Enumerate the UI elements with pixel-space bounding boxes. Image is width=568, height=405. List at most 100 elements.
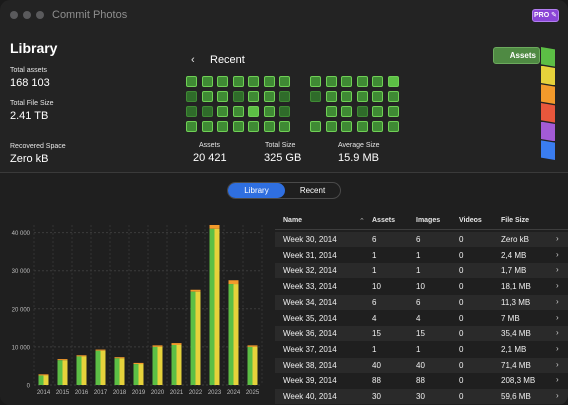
column-header-assets[interactable]: Assets — [372, 217, 395, 224]
activity-cell[interactable] — [232, 76, 244, 87]
assets-tab[interactable]: Assets — [493, 47, 540, 64]
activity-cell[interactable] — [387, 121, 399, 132]
bar-cap-2024[interactable] — [228, 280, 239, 285]
activity-cell[interactable] — [310, 76, 321, 87]
activity-cell[interactable] — [325, 106, 337, 117]
activity-cell[interactable] — [310, 91, 321, 102]
table-row[interactable]: Week 38, 2014 40 40 0 71,4 MB › — [275, 357, 568, 373]
activity-cell[interactable] — [372, 106, 383, 117]
activity-cell[interactable] — [248, 91, 259, 102]
activity-cell[interactable] — [186, 121, 197, 132]
bar-yellow-2023[interactable] — [214, 228, 220, 385]
activity-cell[interactable] — [217, 76, 228, 87]
column-header-videos[interactable]: Videos — [459, 217, 482, 224]
bar-green-2016[interactable] — [76, 356, 82, 385]
chevron-right-icon[interactable]: › — [556, 359, 559, 369]
activity-cell[interactable] — [248, 121, 259, 132]
activity-cell[interactable] — [325, 121, 337, 132]
bar-yellow-2019[interactable] — [138, 364, 144, 385]
chevron-right-icon[interactable]: › — [556, 391, 559, 400]
chevron-up-icon[interactable]: ⌃ — [359, 218, 365, 225]
activity-cell[interactable] — [232, 91, 244, 102]
activity-cell[interactable] — [201, 91, 213, 102]
activity-cell[interactable] — [341, 121, 352, 132]
table-row[interactable]: Week 40, 2014 30 30 0 59,6 MB › — [275, 389, 568, 404]
bar-yellow-2014[interactable] — [43, 375, 49, 385]
table-row[interactable]: Week 30, 2014 6 6 0 Zero kB › — [275, 232, 568, 247]
activity-cell[interactable] — [232, 121, 244, 132]
activity-cell[interactable] — [186, 106, 197, 117]
bar-green-2023[interactable] — [209, 228, 215, 385]
activity-cell[interactable] — [201, 121, 213, 132]
activity-cell[interactable] — [263, 106, 275, 117]
table-row[interactable]: Week 35, 2014 4 4 0 7 MB › — [275, 311, 568, 326]
activity-cell[interactable] — [279, 91, 290, 102]
activity-cell[interactable] — [263, 76, 275, 87]
category-strip-segment[interactable] — [541, 140, 555, 160]
bar-yellow-2024[interactable] — [233, 284, 239, 385]
bar-green-2019[interactable] — [133, 364, 139, 385]
activity-cell[interactable] — [325, 91, 337, 102]
activity-cell[interactable] — [372, 121, 383, 132]
pro-badge[interactable]: PRO ✎ — [532, 9, 559, 22]
table-row[interactable]: Week 39, 2014 88 88 0 208,3 MB › — [275, 373, 568, 388]
activity-cell[interactable] — [372, 91, 383, 102]
activity-cell[interactable] — [387, 91, 399, 102]
bar-cap-2025[interactable] — [247, 345, 258, 347]
bar-green-2017[interactable] — [95, 350, 101, 385]
bar-yellow-2025[interactable] — [252, 346, 258, 385]
bar-cap-2018[interactable] — [114, 357, 125, 359]
table-row[interactable]: Week 36, 2014 15 15 0 35,4 MB › — [275, 326, 568, 342]
table-row[interactable]: Week 37, 2014 1 1 0 2,1 MB › — [275, 342, 568, 357]
zoom-window-button[interactable] — [36, 11, 44, 19]
bar-yellow-2021[interactable] — [176, 345, 182, 385]
activity-cell[interactable] — [341, 76, 352, 87]
minimize-window-button[interactable] — [23, 11, 31, 19]
activity-cell[interactable] — [387, 106, 399, 117]
activity-cell[interactable] — [217, 91, 228, 102]
bar-green-2025[interactable] — [247, 346, 253, 385]
bar-green-2018[interactable] — [114, 358, 120, 385]
bar-cap-2016[interactable] — [76, 355, 87, 357]
activity-cell[interactable] — [279, 106, 290, 117]
close-window-button[interactable] — [10, 11, 18, 19]
activity-cell[interactable] — [356, 76, 368, 87]
chevron-right-icon[interactable]: › — [556, 234, 559, 243]
chevron-right-icon[interactable]: › — [556, 265, 559, 275]
view-segmented-control[interactable]: Library Recent — [227, 182, 341, 199]
bar-green-2024[interactable] — [228, 284, 234, 385]
chevron-right-icon[interactable]: › — [556, 375, 559, 385]
activity-cell[interactable] — [217, 106, 228, 117]
bar-yellow-2022[interactable] — [195, 291, 201, 385]
activity-cell[interactable] — [232, 106, 244, 117]
chevron-right-icon[interactable]: › — [556, 296, 559, 306]
category-strip-segment[interactable] — [541, 84, 555, 104]
chevron-left-icon[interactable]: ‹ — [191, 54, 195, 66]
activity-cell[interactable] — [356, 121, 368, 132]
bar-cap-2017[interactable] — [95, 349, 106, 351]
category-strip-segment[interactable] — [541, 65, 555, 86]
bar-green-2014[interactable] — [38, 375, 44, 385]
activity-cell[interactable] — [279, 76, 290, 87]
category-strip-segment[interactable] — [541, 121, 555, 142]
bar-yellow-2016[interactable] — [81, 356, 87, 385]
bar-cap-2021[interactable] — [171, 343, 182, 345]
activity-cell[interactable] — [356, 106, 368, 117]
bar-green-2015[interactable] — [57, 360, 63, 385]
activity-cell[interactable] — [201, 106, 213, 117]
category-strip[interactable] — [541, 47, 555, 160]
table-row[interactable]: Week 34, 2014 6 6 0 11,3 MB › — [275, 294, 568, 310]
activity-cell[interactable] — [325, 76, 337, 87]
table-row[interactable]: Week 32, 2014 1 1 0 1,7 MB › — [275, 263, 568, 279]
activity-cell[interactable] — [263, 121, 275, 132]
segment-recent[interactable]: Recent — [299, 186, 326, 195]
column-header-name[interactable]: Name — [283, 217, 303, 224]
bar-cap-2014[interactable] — [38, 374, 49, 376]
activity-cell[interactable] — [310, 121, 321, 132]
chevron-right-icon[interactable]: › — [556, 281, 559, 291]
bar-cap-2022[interactable] — [190, 289, 201, 292]
activity-cell[interactable] — [279, 121, 290, 132]
activity-cell[interactable] — [341, 91, 352, 102]
chevron-right-icon[interactable]: › — [556, 249, 559, 259]
column-header-images[interactable]: Images — [416, 217, 441, 224]
